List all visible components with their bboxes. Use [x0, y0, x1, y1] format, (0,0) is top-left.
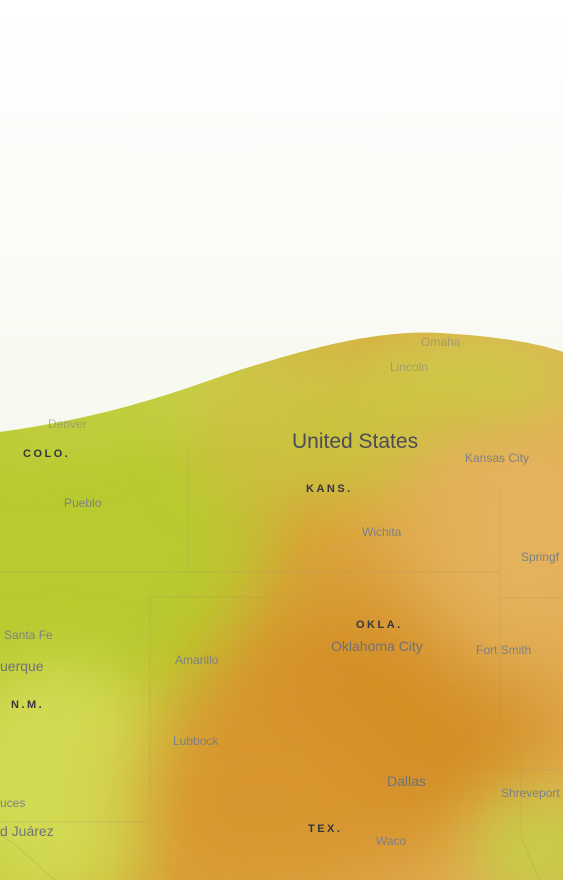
city-label-dallas: Dallas	[387, 773, 426, 789]
city-label-denver: Denver	[48, 417, 87, 431]
city-label-oklahoma-city: Oklahoma City	[331, 638, 423, 654]
country-label-united-states: United States	[292, 430, 419, 453]
state-label-new-mexico: N.M.	[11, 699, 45, 711]
city-label-shreveport: Shreveport	[501, 786, 560, 800]
city-label-waco: Waco	[376, 834, 407, 848]
city-label-amarillo: Amarillo	[175, 653, 219, 667]
state-boundaries	[0, 450, 563, 880]
city-label-kansas-city: Kansas City	[465, 451, 530, 465]
city-label-lubbock: Lubbock	[173, 734, 219, 748]
city-label-fort-smith: Fort Smith	[476, 643, 532, 657]
city-label-albuquerque: uerque	[0, 658, 44, 674]
state-label-kansas: KANS.	[306, 483, 353, 495]
city-label-wichita: Wichita	[362, 525, 402, 539]
radar-band	[0, 332, 563, 880]
city-label-lincoln: Lincoln	[390, 360, 429, 374]
city-label-springfield: Springf	[521, 550, 560, 564]
state-label-oklahoma: OKLA.	[356, 619, 403, 631]
state-label-colorado: COLO.	[23, 448, 71, 460]
city-label-santa-fe: Santa Fe	[4, 628, 53, 642]
city-label-pueblo: Pueblo	[64, 496, 102, 510]
city-label-las-cruces: uces	[0, 796, 26, 810]
state-label-texas: TEX.	[308, 823, 343, 835]
city-label-omaha: Omaha	[421, 335, 461, 349]
city-label-ciudad-juarez: d Juárez	[0, 823, 54, 839]
